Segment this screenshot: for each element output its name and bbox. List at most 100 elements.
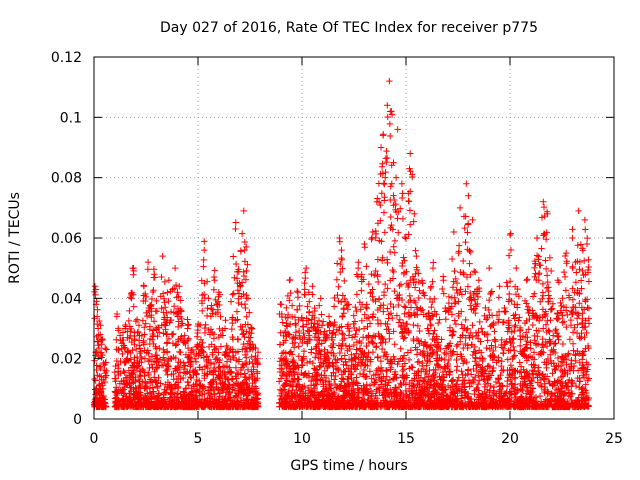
data-point — [496, 283, 503, 290]
data-point — [215, 359, 223, 366]
data-point — [241, 238, 249, 246]
data-point — [149, 336, 156, 343]
data-point — [301, 269, 309, 276]
data-point — [126, 294, 134, 301]
data-point — [121, 369, 128, 376]
data-point — [399, 215, 407, 223]
data-point — [386, 120, 394, 128]
data-point — [154, 383, 161, 390]
data-point — [209, 349, 216, 356]
data-point — [235, 290, 243, 297]
data-point — [390, 192, 397, 199]
data-point — [113, 336, 120, 343]
data-point — [92, 377, 99, 384]
data-point — [168, 391, 175, 398]
data-point — [99, 397, 107, 405]
data-point — [464, 325, 471, 332]
data-point — [246, 402, 254, 409]
data-point — [239, 331, 247, 338]
data-point — [232, 393, 240, 400]
data-point — [295, 343, 302, 350]
data-point — [325, 313, 333, 320]
data-point — [192, 402, 199, 410]
data-point — [166, 395, 173, 403]
data-point — [172, 354, 179, 362]
data-point — [190, 383, 198, 390]
data-point — [559, 340, 567, 348]
data-point — [186, 401, 193, 408]
data-point — [381, 180, 388, 188]
data-point — [171, 393, 178, 400]
data-point — [232, 219, 239, 226]
data-point — [574, 242, 581, 249]
data-point — [167, 308, 175, 316]
data-point — [184, 344, 192, 352]
data-point — [201, 329, 209, 337]
data-point — [554, 310, 561, 318]
data-point — [246, 344, 253, 352]
data-point — [381, 229, 389, 236]
data-point — [174, 289, 181, 296]
data-point — [386, 335, 393, 343]
data-point — [286, 276, 294, 284]
data-point — [136, 342, 143, 349]
data-point — [121, 344, 128, 351]
data-point — [475, 277, 482, 284]
data-point — [207, 392, 215, 400]
data-point — [382, 155, 390, 162]
data-point — [240, 272, 248, 280]
data-point — [211, 267, 218, 274]
data-point — [237, 247, 245, 254]
data-point — [181, 362, 188, 369]
data-point — [103, 346, 110, 353]
data-point — [208, 302, 215, 309]
data-point — [165, 362, 172, 370]
data-point — [577, 241, 585, 248]
data-points — [90, 77, 593, 411]
data-point — [185, 335, 192, 342]
data-point — [150, 358, 158, 365]
data-point — [135, 376, 142, 384]
data-point — [151, 368, 158, 375]
data-point — [229, 291, 236, 298]
data-point — [194, 320, 202, 328]
data-point — [416, 287, 423, 294]
data-point — [119, 329, 127, 336]
data-point — [505, 290, 513, 298]
data-point — [391, 341, 398, 348]
data-point — [226, 369, 234, 376]
data-point — [579, 267, 586, 275]
data-point — [187, 359, 194, 367]
data-point — [505, 252, 513, 259]
data-point — [453, 356, 460, 364]
data-point — [491, 328, 498, 335]
data-point — [410, 321, 417, 329]
data-point — [132, 393, 140, 401]
data-point — [200, 402, 208, 409]
data-point — [168, 371, 175, 378]
data-point — [159, 290, 167, 297]
data-point — [459, 257, 467, 265]
data-point — [452, 320, 460, 328]
data-point — [165, 297, 172, 305]
data-point — [219, 379, 226, 386]
data-point — [398, 180, 406, 187]
data-point — [161, 314, 168, 321]
data-point — [230, 382, 237, 389]
data-point — [160, 330, 167, 337]
data-point — [185, 382, 193, 389]
data-point — [102, 359, 110, 366]
data-point — [155, 362, 163, 370]
data-point — [184, 316, 191, 323]
data-point — [366, 320, 374, 327]
data-point — [339, 331, 347, 338]
data-point — [459, 371, 466, 379]
data-point — [131, 332, 138, 340]
data-point — [411, 284, 419, 291]
data-point — [136, 371, 143, 379]
data-point — [394, 126, 401, 133]
data-point — [233, 369, 241, 377]
data-point — [200, 256, 207, 264]
data-point — [253, 357, 260, 365]
